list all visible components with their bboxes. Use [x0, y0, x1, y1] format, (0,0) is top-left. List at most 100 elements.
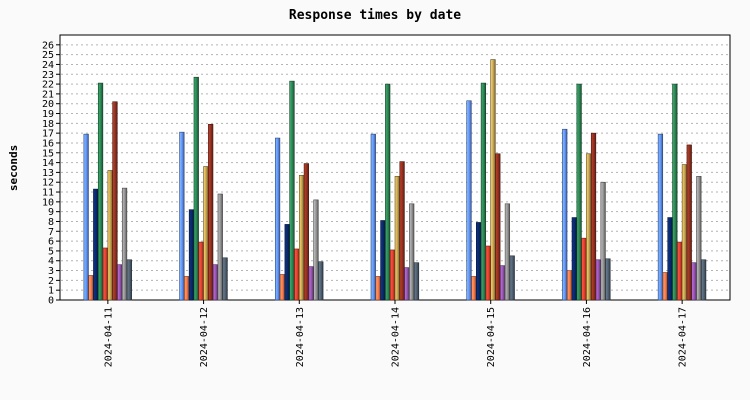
bar-2024-04-14-s7	[399, 161, 405, 301]
y-tick-label: 25	[42, 50, 54, 61]
bar-2024-04-11-s3	[93, 188, 99, 301]
x-tick-label: 2024-04-12	[199, 307, 210, 367]
x-tick-label: 2024-04-14	[391, 307, 402, 367]
bar-2024-04-11-s8	[117, 264, 123, 301]
bar-2024-04-15-s6	[490, 59, 496, 301]
bar-2024-04-14-s4	[385, 83, 391, 301]
y-tick-label: 13	[42, 168, 54, 179]
bar-2024-04-12-s6	[203, 166, 209, 301]
bar-2024-04-15-s3	[476, 222, 482, 301]
y-tick-label: 12	[42, 178, 54, 189]
bar-2024-04-12-s5	[198, 241, 204, 301]
bar-2024-04-17-s1	[657, 133, 664, 301]
bar-2024-04-17-s10	[701, 259, 707, 301]
y-tick-label: 7	[48, 227, 54, 238]
bar-2024-04-16-s3	[571, 217, 577, 301]
bar-2024-04-16-s2	[566, 270, 573, 301]
bar-2024-04-14-s9	[409, 203, 415, 301]
bar-2024-04-15-s5	[485, 245, 491, 301]
bar-2024-04-16-s7	[590, 132, 597, 301]
bar-2024-04-12-s1	[179, 131, 185, 301]
grid-lines	[61, 44, 729, 291]
bar-2024-04-11-s10	[126, 259, 132, 301]
x-tick-label: 2024-04-11	[103, 307, 114, 367]
bar-2024-04-17-s8	[691, 262, 697, 301]
bar-2024-04-11-s4	[97, 82, 104, 301]
y-tick-label: 26	[42, 40, 54, 51]
bar-2024-04-17-s7	[686, 144, 692, 301]
y-tick-label: 23	[42, 70, 54, 81]
y-tick-label: 20	[42, 99, 54, 110]
bar-2024-04-17-s6	[681, 164, 688, 301]
bar-2024-04-11-s6	[107, 170, 113, 301]
bar-2024-04-11-s1	[83, 133, 89, 301]
bar-2024-04-13-s1	[274, 137, 281, 301]
bar-2024-04-16-s4	[576, 83, 582, 301]
bar-2024-04-11-s9	[121, 187, 128, 301]
bar-2024-04-11-s5	[102, 247, 108, 301]
x-tick-label: 2024-04-13	[295, 307, 306, 367]
bar-2024-04-13-s3	[284, 224, 290, 301]
x-tick-labels: 2024-04-11 2024-04-12 2024-04-13 2024-04-14…	[103, 300, 689, 367]
bar-2024-04-12-s2	[184, 276, 190, 301]
y-tick-label: 14	[42, 158, 54, 169]
y-tick-label: 8	[48, 217, 54, 228]
y-tick-label: 18	[42, 119, 54, 130]
y-tick-label: 10	[42, 197, 54, 208]
bar-2024-04-12-s9	[217, 193, 223, 301]
bar-2024-04-15-s2	[471, 276, 477, 301]
y-tick-label: 17	[42, 129, 54, 140]
bar-2024-04-16-s9	[600, 181, 606, 301]
y-tick-label: 19	[42, 109, 54, 120]
bar-2024-04-14-s1	[370, 133, 376, 301]
bar-2024-04-14-s6	[394, 176, 400, 301]
bar-2024-04-15-s10	[509, 255, 515, 301]
x-tick-label: 2024-04-15	[486, 307, 497, 367]
bar-2024-04-14-s5	[389, 249, 396, 301]
bar-2024-04-13-s7	[303, 163, 309, 301]
bar-2024-04-16-s10	[605, 258, 611, 301]
y-tick-label: 9	[48, 207, 54, 218]
bar-2024-04-12-s10	[222, 257, 228, 301]
y-tick-label: 2	[48, 276, 54, 287]
bar-2024-04-17-s3	[667, 217, 673, 301]
bar-2024-04-15-s7	[495, 153, 501, 301]
bars	[83, 59, 707, 301]
bar-2024-04-17-s4	[672, 83, 678, 301]
bar-2024-04-15-s8	[500, 265, 506, 301]
bar-2024-04-17-s9	[696, 176, 702, 301]
bar-2024-04-16-s6	[586, 153, 592, 301]
x-tick-label: 2024-04-16	[582, 307, 593, 367]
bar-2024-04-13-s10	[318, 261, 324, 301]
bar-2024-04-13-s8	[308, 266, 314, 301]
y-tick-label: 22	[42, 80, 54, 91]
bar-2024-04-14-s10	[413, 262, 420, 301]
bar-2024-04-16-s5	[581, 237, 587, 301]
x-tick-label: 2024-04-17	[678, 307, 689, 367]
y-tick-label: 15	[42, 148, 54, 159]
y-tick-label: 21	[42, 89, 54, 100]
y-tick-label: 11	[42, 188, 54, 199]
y-tick-label: 3	[48, 266, 54, 277]
bar-2024-04-16-s8	[595, 259, 601, 301]
bar-2024-04-14-s2	[375, 276, 381, 301]
bar-2024-04-16-s1	[562, 128, 568, 301]
y-tick-label: 1	[48, 286, 54, 297]
bar-2024-04-17-s5	[677, 241, 683, 301]
bar-2024-04-12-s3	[188, 209, 195, 301]
y-tick-label: 24	[42, 60, 54, 71]
y-tick-label: 0	[48, 296, 54, 307]
bar-2024-04-15-s9	[504, 203, 511, 301]
bar-2024-04-12-s8	[212, 264, 219, 301]
bar-2024-04-11-s7	[112, 101, 118, 301]
bar-2024-04-13-s5	[294, 248, 300, 301]
y-tick-labels: 0123456789101112131415161718192021222324…	[42, 40, 60, 307]
bar-2024-04-11-s2	[88, 275, 94, 301]
bar-2024-04-15-s1	[466, 100, 472, 301]
bar-2024-04-13-s9	[313, 199, 319, 301]
bar-2024-04-14-s3	[380, 220, 386, 301]
chart-title: Response times by date	[289, 8, 461, 23]
bar-2024-04-14-s8	[404, 267, 410, 301]
